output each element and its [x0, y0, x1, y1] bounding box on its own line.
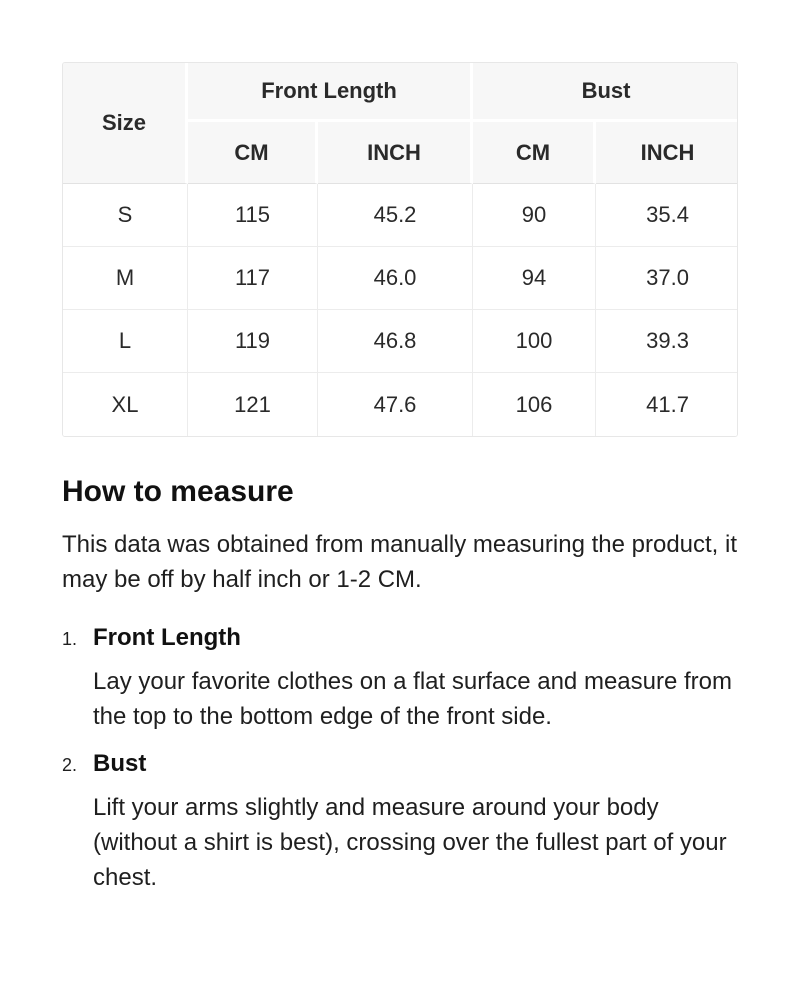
value-cell: 35.4	[596, 184, 737, 247]
value-cell: 41.7	[596, 373, 737, 436]
size-cell: M	[63, 247, 188, 310]
size-guide-page: Size Front Length Bust CM INCH CM INCH S…	[62, 62, 738, 895]
table-header-front-length-inch: INCH	[318, 122, 474, 184]
step-title: Bust	[93, 750, 147, 777]
step-item-front-length: 1. Front Length Lay your favorite clothe…	[62, 621, 738, 734]
step-title: Front Length	[93, 624, 241, 651]
size-chart-table: Size Front Length Bust CM INCH CM INCH S…	[63, 63, 737, 436]
value-cell: 45.2	[318, 184, 474, 247]
value-cell: 47.6	[318, 373, 474, 436]
value-cell: 39.3	[596, 310, 737, 373]
value-cell: 94	[473, 247, 597, 310]
value-cell: 46.0	[318, 247, 474, 310]
value-cell: 121	[188, 373, 318, 436]
value-cell: 106	[473, 373, 597, 436]
measure-steps-list: 1. Front Length Lay your favorite clothe…	[62, 621, 738, 895]
value-cell: 117	[188, 247, 318, 310]
table-header-row-groups: Size Front Length Bust	[63, 63, 737, 184]
table-header-size: Size	[63, 63, 188, 184]
table-row-l: L 119 46.8 100 39.3	[63, 310, 737, 373]
value-cell: 100	[473, 310, 597, 373]
step-number: 1.	[62, 629, 78, 649]
size-chart-table-body: S 115 45.2 90 35.4 M 117 46.0 94 37.0 L …	[63, 184, 737, 436]
table-header-front-length: Front Length	[188, 63, 474, 122]
size-chart-table-container: Size Front Length Bust CM INCH CM INCH S…	[62, 62, 738, 437]
measure-intro-paragraph: This data was obtained from manually mea…	[62, 531, 738, 593]
value-cell: 90	[473, 184, 597, 247]
step-description: Lay your favorite clothes on a flat surf…	[93, 668, 732, 730]
table-row-xl: XL 121 47.6 106 41.7	[63, 373, 737, 436]
size-chart-table-header: Size Front Length Bust CM INCH CM INCH	[63, 63, 737, 184]
table-header-bust: Bust	[473, 63, 737, 122]
table-header-bust-inch: INCH	[596, 122, 737, 184]
table-header-front-length-cm: CM	[188, 122, 318, 184]
table-row-m: M 117 46.0 94 37.0	[63, 247, 737, 310]
table-row-s: S 115 45.2 90 35.4	[63, 184, 737, 247]
value-cell: 119	[188, 310, 318, 373]
step-header: 2. Bust	[62, 747, 738, 781]
size-cell: S	[63, 184, 188, 247]
step-description: Lift your arms slightly and measure arou…	[93, 794, 727, 891]
value-cell: 46.8	[318, 310, 474, 373]
value-cell: 37.0	[596, 247, 737, 310]
table-header-bust-cm: CM	[473, 122, 597, 184]
how-to-measure-heading: How to measure	[62, 475, 294, 508]
step-header: 1. Front Length	[62, 621, 738, 655]
size-cell: XL	[63, 373, 188, 436]
value-cell: 115	[188, 184, 318, 247]
table-header-row-units: CM INCH CM INCH	[63, 122, 737, 184]
step-number: 2.	[62, 755, 78, 775]
size-cell: L	[63, 310, 188, 373]
step-item-bust: 2. Bust Lift your arms slightly and meas…	[62, 747, 738, 895]
